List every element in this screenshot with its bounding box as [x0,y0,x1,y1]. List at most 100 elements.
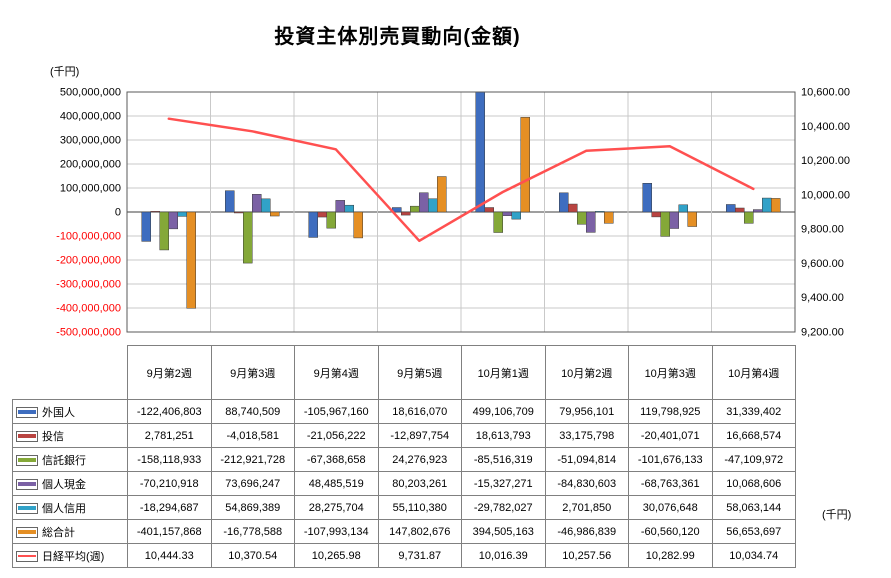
bar-trust-banks [577,211,587,225]
value-cell: 10,257.56 [544,543,629,568]
bar-grand-total [520,117,530,213]
bar-trust-banks [660,211,670,237]
right-axis-tick-label: 10,600.00 [801,87,850,99]
foreigners-legend-swatch-icon [16,407,38,419]
bar-individual-cash [252,194,262,213]
value-cell: -60,560,120 [628,519,713,544]
value-cell: -107,993,134 [294,519,379,544]
value-cell: -68,763,361 [628,471,713,496]
bar-foreigners [475,91,485,213]
bar-individual-margin [177,211,187,217]
series-label: 外国人 [42,406,75,419]
bar-grand-total [771,198,781,213]
week-header-cell: 10月第1週 [461,345,546,400]
bar-investment-trusts [401,211,411,216]
individual-cash-legend-swatch-icon [16,479,38,491]
value-cell: 88,740,509 [210,399,295,424]
series-label: 日経平均(週) [42,550,105,563]
right-axis-tick-label: 9,800.00 [801,224,844,236]
value-cell: -85,516,319 [461,447,546,472]
nikkei-average-legend-swatch-icon [16,551,38,563]
value-cell: 54,869,389 [210,495,295,520]
bar-individual-margin [595,211,605,213]
value-cell: 28,275,704 [294,495,379,520]
value-cell: 10,370.54 [210,543,295,568]
left-axis-tick-label: -300,000,000 [56,279,121,291]
bar-individual-cash [419,192,429,213]
combo-chart-svg: 500,000,000 400,000,000 300,000,000 200,000… [56,87,850,339]
value-cell: -12,897,754 [377,423,462,448]
right-axis-tick-label: 10,400.00 [801,121,850,133]
table-row-nikkei-average: 日経平均(週) 10,444.33 10,370.54 10,265.98 9,731.… [12,543,796,568]
plot-frame [126,91,796,333]
week-header-cell: 9月第3週 [210,345,295,400]
bar-individual-margin [511,211,521,220]
series-row-header: 個人現金 [12,471,128,496]
series-label: 個人現金 [42,478,86,491]
bar-individual-cash [335,200,345,213]
week-header-cell: 10月第2週 [544,345,629,400]
value-cell: 10,265.98 [294,543,379,568]
bar-investment-trusts [651,211,661,218]
table-corner-empty-cell [13,346,128,400]
value-cell: 31,339,402 [711,399,796,424]
value-cell: -70,210,918 [127,471,212,496]
left-axis-tick-label: 0 [115,207,121,219]
value-cell: 48,485,519 [294,471,379,496]
left-axis-tick-label: 400,000,000 [60,111,121,123]
bar-grand-total [437,176,447,213]
trust-banks-legend-swatch-icon [16,455,38,467]
week-header-cell: 10月第4週 [711,345,796,400]
value-cell: 10,068,606 [711,471,796,496]
right-axis-tick-label: 9,600.00 [801,258,844,270]
value-cell: -212,921,728 [210,447,295,472]
right-axis-tick-label: 9,400.00 [801,292,844,304]
left-axis-tick-label: 100,000,000 [60,183,121,195]
value-cell: 9,731.87 [377,543,462,568]
value-cell: -122,406,803 [127,399,212,424]
bar-foreigners [642,183,652,213]
value-cell: 58,063,144 [711,495,796,520]
bar-grand-total [604,211,614,224]
series-row-header: 投信 [12,423,128,448]
left-axis-tick-label: -100,000,000 [56,231,121,243]
value-cell: 10,016.39 [461,543,546,568]
value-cell: -29,782,027 [461,495,546,520]
value-cell: -20,401,071 [628,423,713,448]
value-cell: -16,778,588 [210,519,295,544]
bar-grand-total [687,211,697,227]
value-cell: 10,444.33 [127,543,212,568]
bar-trust-banks [410,205,420,213]
week-header-cell: 10月第3週 [628,345,713,400]
chart-title: 投資主体別売買動向(金額) [274,26,521,48]
bar-individual-margin [344,204,354,213]
series-row-header: 個人信用 [12,495,128,520]
table-row-individual-cash: 個人現金 -70,210,918 73,696,247 48,485,519 80,20… [12,471,796,496]
bar-trust-banks [744,211,754,224]
bar-foreigners [559,192,569,213]
bar-foreigners [726,204,736,213]
bar-individual-margin [678,204,688,213]
grand-total-legend-swatch-icon [16,527,38,539]
bar-investment-trusts [317,211,327,218]
value-cell: 147,802,676 [377,519,462,544]
value-cell: -47,109,972 [711,447,796,472]
value-cell: -15,327,271 [461,471,546,496]
week-header-cell: 9月第4週 [294,345,379,400]
table-row-individual-margin: 個人信用 -18,294,687 54,869,389 28,275,704 55,11… [12,495,796,520]
value-cell: -51,094,814 [544,447,629,472]
left-axis-tick-label: 200,000,000 [60,159,121,171]
bar-investment-trusts [735,207,745,213]
value-cell: 499,106,709 [461,399,546,424]
bar-individual-cash [502,211,512,216]
bar-investment-trusts [150,211,160,213]
value-cell: -46,986,839 [544,519,629,544]
value-cell: 55,110,380 [377,495,462,520]
value-cell: 119,798,925 [628,399,713,424]
table-row-foreigners: 外国人 -122,406,803 88,740,509 -105,967,160 18,… [12,399,796,424]
series-label: 総合計 [42,526,75,539]
table-row-investment-trusts: 投信 2,781,251 -4,018,581 -21,056,222 -12,897,… [12,423,796,448]
left-axis-tick-label: 500,000,000 [60,87,121,99]
value-cell: -401,157,868 [127,519,212,544]
left-axis-tick-label: 300,000,000 [60,135,121,147]
